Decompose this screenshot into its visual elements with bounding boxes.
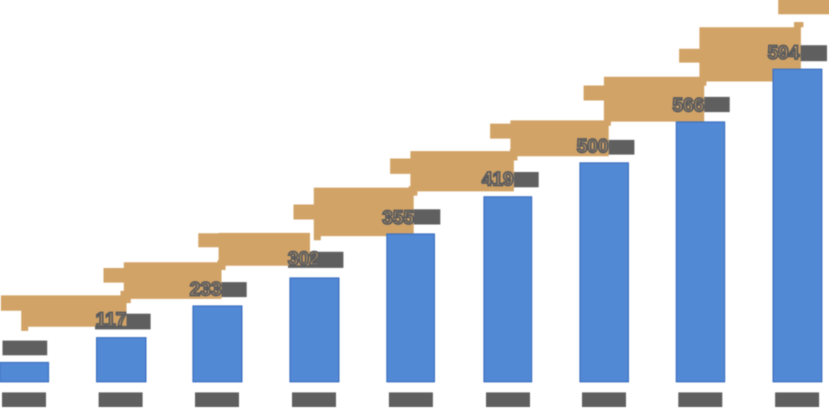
svg-text:233: 233 bbox=[190, 280, 222, 301]
svg-text:355: 355 bbox=[382, 208, 414, 229]
svg-text:302: 302 bbox=[288, 249, 320, 270]
svg-text:566: 566 bbox=[672, 96, 704, 117]
svg-text:500: 500 bbox=[577, 137, 609, 158]
svg-text:117: 117 bbox=[96, 310, 127, 331]
svg-text:594: 594 bbox=[768, 43, 800, 64]
svg-text:419: 419 bbox=[482, 170, 514, 191]
